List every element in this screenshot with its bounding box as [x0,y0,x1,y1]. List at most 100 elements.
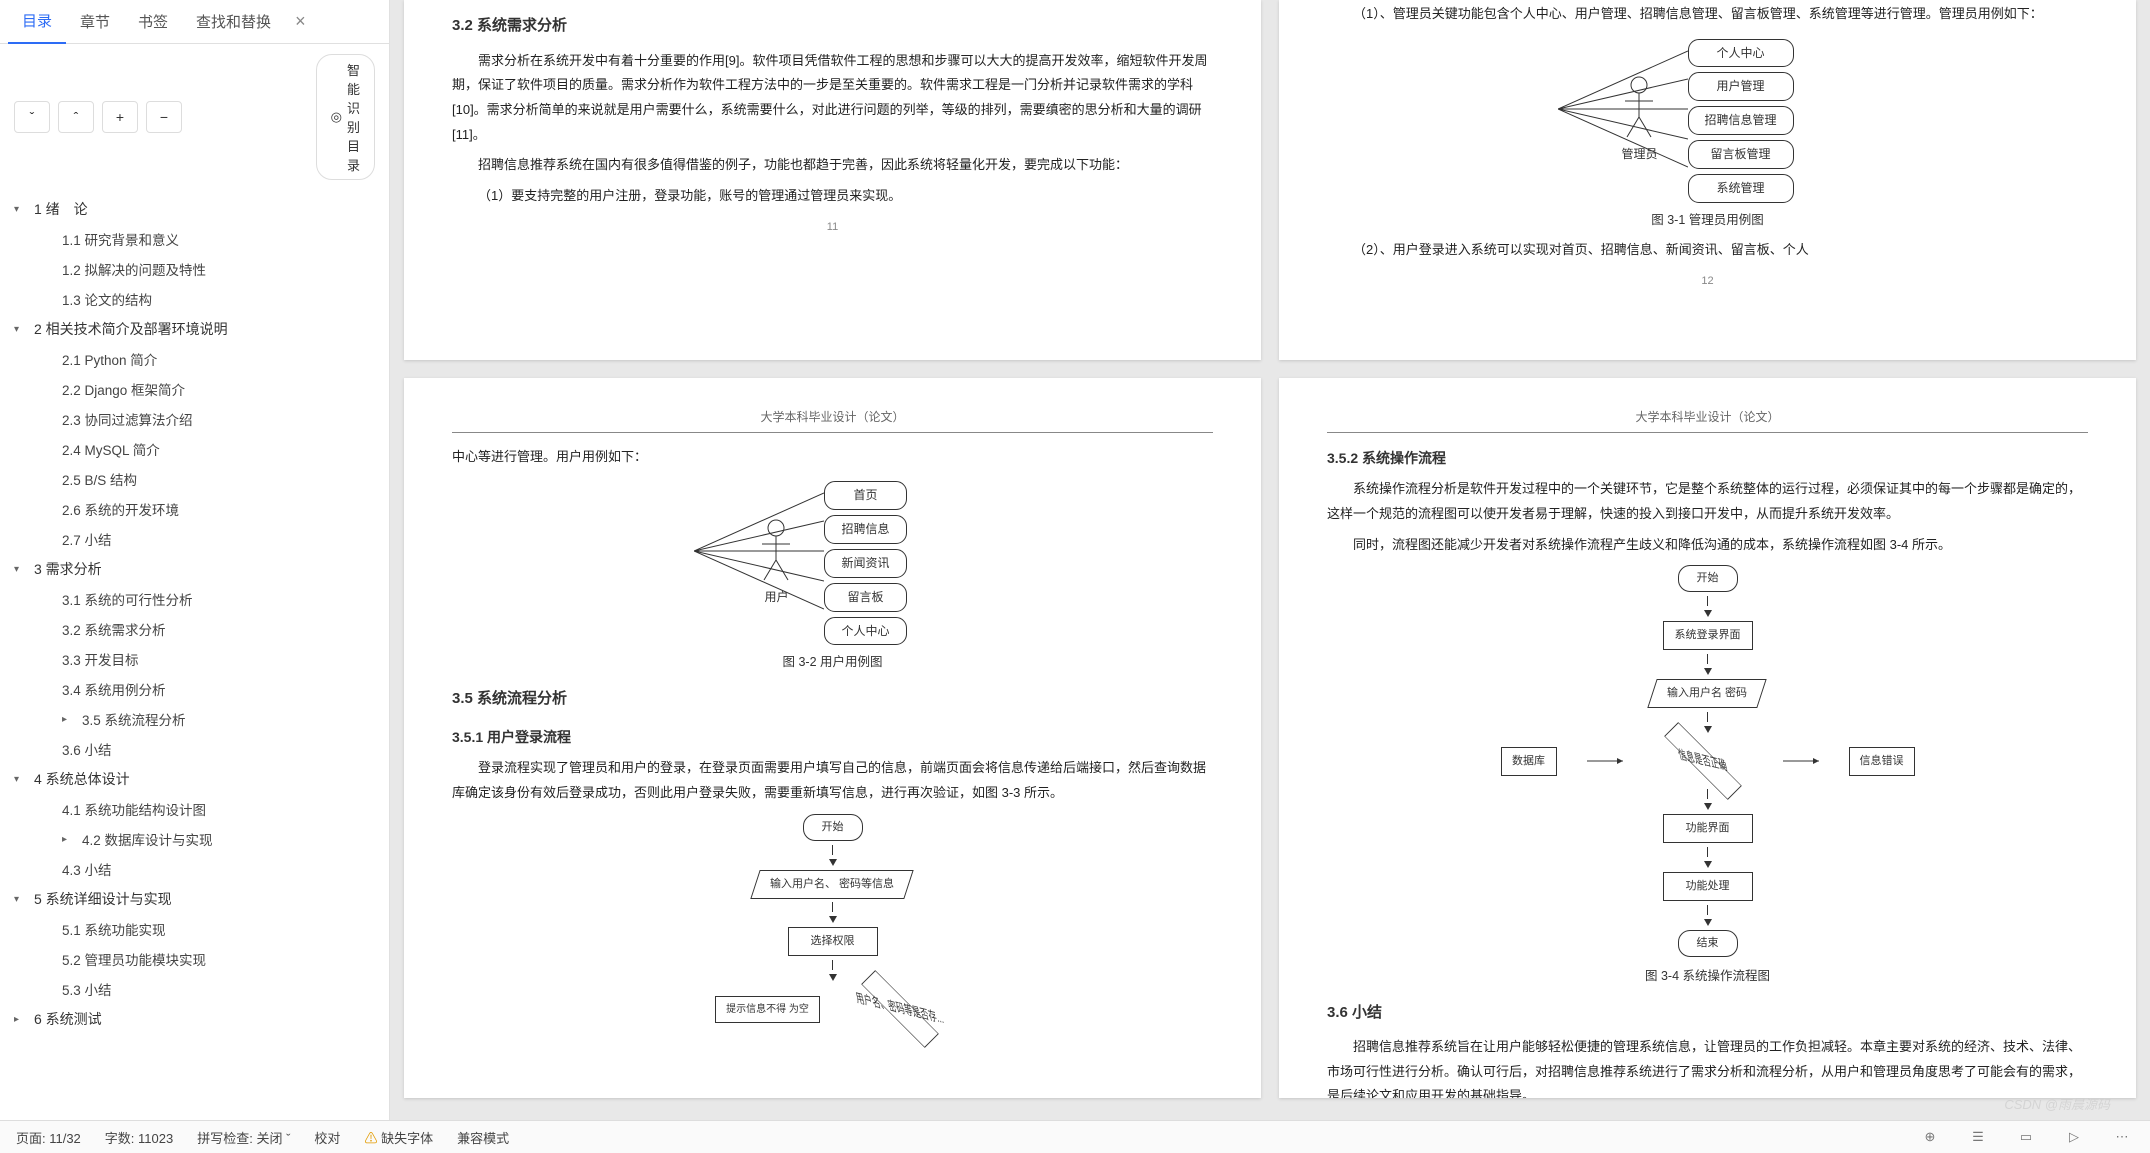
plus-icon: + [116,109,124,125]
tab-find-replace[interactable]: 查找和替换 [182,0,285,44]
document-viewport[interactable]: 3.2 系统需求分析 需求分析在系统开发中有着十分重要的作用[9]。软件项目凭借… [390,0,2150,1120]
toc-label: 1.1 研究背景和意义 [62,229,179,249]
page-11: 3.2 系统需求分析 需求分析在系统开发中有着十分重要的作用[9]。软件项目凭借… [404,0,1261,360]
flow-ui: 功能界面 [1663,814,1753,843]
toc-item[interactable]: 2.7 小结 [0,524,389,554]
toc-item[interactable]: ▾ 5 系统详细设计与实现 [0,884,389,914]
toc-label: 2.6 系统的开发环境 [62,499,179,519]
toc-label: 3 需求分析 [34,559,102,579]
toc-label: 2 相关技术简介及部署环境说明 [34,319,228,339]
status-missing-font[interactable]: ⚠ 缺失字体 [364,1128,433,1147]
globe-icon[interactable]: ⊕ [1918,1129,1942,1145]
toc-item[interactable]: 5.3 小结 [0,974,389,1004]
flow-db: 数据库 [1501,747,1557,776]
toc-label: 1.3 论文的结构 [62,289,152,309]
toc-item[interactable]: ▸ 4.2 数据库设计与实现 [0,824,389,854]
close-icon[interactable]: × [295,11,306,32]
outline-view-icon[interactable]: ☰ [1966,1129,1990,1145]
toc-label: 2.2 Django 框架简介 [62,379,185,399]
flow-input: 输入用户名、 密码等信息 [751,870,914,899]
toc-item[interactable]: 2.4 MySQL 简介 [0,434,389,464]
toc-item[interactable]: 2.6 系统的开发环境 [0,494,389,524]
toc-label: 4.2 数据库设计与实现 [82,829,213,849]
toc-item[interactable]: 4.3 小结 [0,854,389,884]
status-compat-mode[interactable]: 兼容模式 [457,1128,509,1147]
smart-label: 智能识别目录 [347,60,360,174]
collapse-down-button[interactable]: ˇ [14,101,50,133]
chevron-down-icon: ˇ [30,109,35,125]
status-page[interactable]: 页面: 11/32 [16,1128,81,1147]
toc-label: 4 系统总体设计 [34,769,130,789]
flowchart-login: 开始 输入用户名、 密码等信息 选择权限 提示信息不得 为空 用户名、密码等是否… [452,814,1213,1034]
toc-item[interactable]: 4.1 系统功能结构设计图 [0,794,389,824]
toc-item[interactable]: 2.3 协同过滤算法介绍 [0,404,389,434]
toc-label: 5 系统详细设计与实现 [34,889,172,909]
warning-icon: ⚠ [364,1131,377,1146]
play-icon[interactable]: ▷ [2062,1129,2086,1145]
paragraph: 中心等进行管理。用户用例如下： [452,445,1213,470]
reading-view-icon[interactable]: ▭ [2014,1129,2038,1145]
tab-bookmarks[interactable]: 书签 [124,0,182,44]
heading-3-5-1: 3.5.1 用户登录流程 [452,724,1213,751]
status-spellcheck[interactable]: 拼写检查: 关闭 ˇ [197,1128,290,1147]
add-outline-button[interactable]: + [102,101,138,133]
toc-item[interactable]: 2.5 B/S 结构 [0,464,389,494]
usecase-lines [1558,39,1688,179]
heading-3-5: 3.5 系统流程分析 [452,685,1213,714]
outline-tree[interactable]: ▾1 绪 论1.1 研究背景和意义1.2 拟解决的问题及特性1.3 论文的结构▾… [0,190,389,1120]
collapse-up-button[interactable]: ˆ [58,101,94,133]
smart-recognize-button[interactable]: ◎ 智能识别目录 [316,54,375,180]
toc-label: 5.2 管理员功能模块实现 [62,949,206,969]
flow-decision: 信息是否正确 [1664,722,1742,800]
toc-item[interactable]: ▾4 系统总体设计 [0,764,389,794]
toc-label: 4.3 小结 [62,859,112,879]
toc-item[interactable]: 2.1 Python 简介 [0,344,389,374]
flow-login: 系统登录界面 [1663,621,1753,650]
page-number: 12 [1327,271,2088,292]
toc-item[interactable]: 2.2 Django 框架简介 [0,374,389,404]
toc-item[interactable]: 5.1 系统功能实现 [0,914,389,944]
tab-outline[interactable]: 目录 [8,0,66,44]
chevron-up-icon: ˆ [74,109,79,125]
toc-label: 1 绪 论 [34,199,88,219]
toc-item[interactable]: ▾2 相关技术简介及部署环境说明 [0,314,389,344]
status-bar: 页面: 11/32 字数: 11023 拼写检查: 关闭 ˇ 校对 ⚠ 缺失字体… [0,1120,2150,1153]
sidebar-tabs: 目录 章节 书签 查找和替换 × [0,0,389,44]
page-13: 大学本科毕业设计（论文） 中心等进行管理。用户用例如下： 用户 首页招聘信息新闻… [404,378,1261,1098]
toc-item[interactable]: 3.4 系统用例分析 [0,674,389,704]
paragraph: 需求分析在系统开发中有着十分重要的作用[9]。软件项目凭借软件工程的思想和步骤可… [452,49,1213,148]
toc-item[interactable]: ▾3 需求分析 [0,554,389,584]
remove-outline-button[interactable]: − [146,101,182,133]
figure-caption: 图 3-4 系统操作流程图 [1327,965,2088,989]
toc-item[interactable]: 3.2 系统需求分析 [0,614,389,644]
usecase-diagram-user: 用户 首页招聘信息新闻资讯留言板个人中心 [452,481,1213,645]
expand-triangle-icon: ▸ [62,834,76,845]
more-icon[interactable]: ⋯ [2110,1129,2134,1145]
flow-start: 开始 [1678,565,1738,592]
toc-label: 1.2 拟解决的问题及特性 [62,259,206,279]
toc-item[interactable]: ▸6 系统测试 [0,1004,389,1034]
page-header: 大学本科毕业设计（论文） [452,406,1213,433]
paragraph: （2）、用户登录进入系统可以实现对首页、招聘信息、新闻资讯、留言板、个人 [1327,238,2088,263]
toc-item[interactable]: ▸3.5 系统流程分析 [0,704,389,734]
toc-label: 3.3 开发目标 [62,649,139,669]
toc-label: 2.4 MySQL 简介 [62,439,160,459]
flow-input: 输入用户名 密码 [1648,679,1767,708]
toc-item[interactable]: 1.1 研究背景和意义 [0,224,389,254]
toc-item[interactable]: 5.2 管理员功能模块实现 [0,944,389,974]
toc-item[interactable]: ▾1 绪 论 [0,194,389,224]
toc-item[interactable]: 1.3 论文的结构 [0,284,389,314]
tab-chapters[interactable]: 章节 [66,0,124,44]
heading-3-5-2: 3.5.2 系统操作流程 [1327,445,2088,472]
target-icon: ◎ [331,109,342,125]
toc-label: 6 系统测试 [34,1009,102,1029]
status-wordcount[interactable]: 字数: 11023 [105,1128,173,1147]
toc-item[interactable]: 3.3 开发目标 [0,644,389,674]
page-12: （1）、管理员关键功能包含个人中心、用户管理、招聘信息管理、留言板管理、系统管理… [1279,0,2136,360]
toc-item[interactable]: 3.1 系统的可行性分析 [0,584,389,614]
status-proofread[interactable]: 校对 [314,1128,340,1147]
expand-triangle-icon: ▾ [14,894,28,905]
toc-item[interactable]: 3.6 小结 [0,734,389,764]
page-header: 大学本科毕业设计（论文） [1327,406,2088,433]
toc-item[interactable]: 1.2 拟解决的问题及特性 [0,254,389,284]
